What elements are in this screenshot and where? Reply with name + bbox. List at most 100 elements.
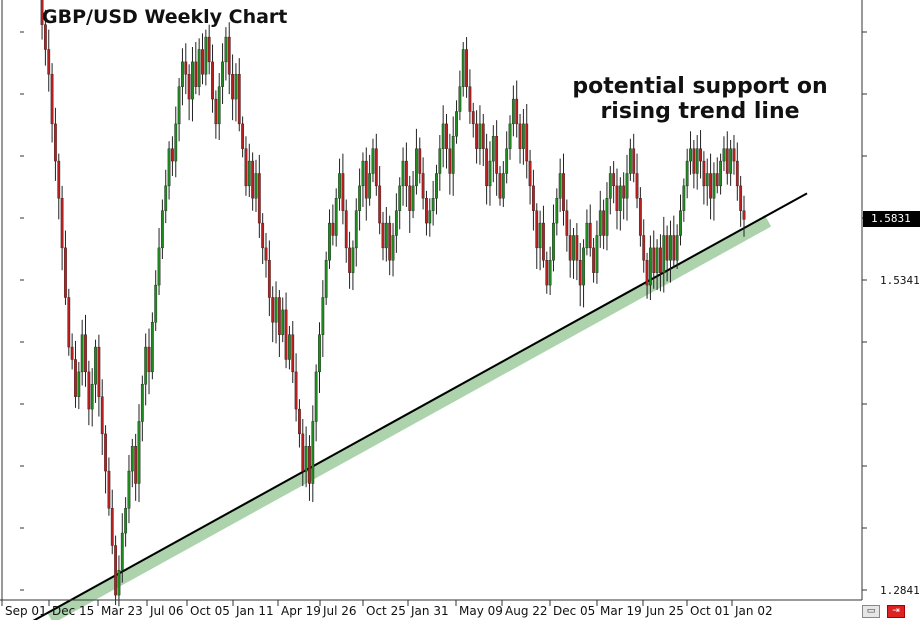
candle-down [107, 470, 111, 509]
candle-down [344, 210, 348, 249]
candle-up [217, 86, 221, 125]
candle-down [134, 446, 138, 484]
x-tick-label: Apr 19 [281, 604, 321, 618]
candle-up [321, 297, 325, 335]
candle-up [164, 185, 168, 211]
candle-down [201, 49, 204, 75]
candle-up [608, 173, 612, 199]
x-tick-label: Oct 25 [366, 604, 406, 618]
chart-toggle-button[interactable]: ▭ [862, 605, 880, 618]
candle-down [43, 24, 47, 50]
candle-down [271, 297, 275, 323]
candle-up [695, 148, 699, 174]
candle-down [284, 309, 288, 360]
candle-down [645, 260, 649, 286]
candle-down [298, 408, 301, 435]
candle-up [354, 210, 358, 249]
candle-up [729, 148, 733, 174]
candle-down [194, 61, 198, 87]
candle-down [104, 433, 107, 472]
candle-up [120, 532, 124, 571]
candle-up [411, 185, 415, 211]
candle-up [274, 297, 278, 323]
candle-up [478, 123, 482, 149]
candle-up [254, 173, 258, 199]
candle-down [97, 346, 101, 397]
candle-down [50, 74, 54, 125]
candle-down [54, 123, 57, 162]
candle-up [177, 86, 181, 125]
x-tick-label: Jan 11 [235, 604, 274, 618]
candle-up [582, 247, 585, 286]
candle-down [622, 185, 626, 199]
trend-line [25, 192, 808, 624]
candle-up [130, 446, 134, 472]
candle-up [431, 198, 435, 211]
candle-up [488, 160, 492, 187]
candle-up [598, 210, 602, 236]
candle-up [191, 61, 194, 100]
candle-down [214, 98, 218, 125]
candle-down [348, 247, 351, 273]
candle-up [391, 235, 395, 261]
candle-down [47, 49, 51, 75]
candle-up [428, 210, 432, 224]
candle-down [739, 185, 743, 211]
candle-up [655, 247, 659, 273]
candle-down [74, 359, 77, 397]
candle-down [699, 148, 702, 162]
candle-up [669, 235, 672, 261]
candle-up [505, 148, 509, 174]
candle-up [685, 160, 689, 187]
candle-down [615, 185, 619, 211]
candle-down [692, 148, 696, 174]
candle-down [425, 198, 428, 224]
support-band-group [25, 192, 808, 624]
candle-up [401, 160, 405, 187]
candle-up [314, 371, 318, 422]
candle-up [174, 123, 178, 162]
candle-down [40, 0, 44, 25]
candle-up [324, 260, 328, 298]
annotation-text: potential support on rising trend line [560, 74, 840, 124]
candle-down [301, 433, 305, 472]
candle-down [331, 222, 335, 236]
candle-up [351, 247, 355, 273]
candle-up [94, 346, 97, 385]
candle-up [435, 173, 438, 199]
candle-up [338, 173, 341, 199]
x-tick-label: Jun 25 [645, 604, 684, 618]
x-tick-label: Dec 05 [553, 604, 595, 618]
candle-up [304, 446, 308, 472]
candle-up [679, 210, 682, 236]
support-band [46, 215, 772, 624]
candle-down [244, 148, 248, 187]
candle-down [495, 136, 499, 174]
candle-down [635, 173, 639, 199]
x-tick-label: Dec 15 [52, 604, 94, 618]
candle-up [247, 160, 251, 187]
candle-up [712, 173, 716, 199]
candle-up [719, 160, 723, 187]
candle-down [277, 297, 281, 335]
candle-up [181, 61, 184, 87]
candle-up [458, 86, 462, 112]
candle-up [137, 421, 141, 484]
candle-up [80, 334, 84, 373]
last-price-badge: 1.5831 [863, 211, 920, 227]
candle-up [438, 148, 442, 174]
candle-down [471, 111, 475, 125]
scroll-to-end-button[interactable]: ⇥ [887, 605, 905, 618]
candle-up [675, 235, 679, 261]
candle-up [451, 136, 455, 174]
candle-up [585, 222, 589, 249]
candle-down [381, 222, 385, 249]
candle-down [542, 222, 545, 261]
candle-up [398, 185, 402, 211]
candle-down [187, 74, 191, 100]
candle-down [100, 396, 104, 435]
candle-up [628, 148, 632, 174]
annotation-line-2: rising trend line [600, 99, 800, 124]
candle-down [702, 160, 706, 187]
